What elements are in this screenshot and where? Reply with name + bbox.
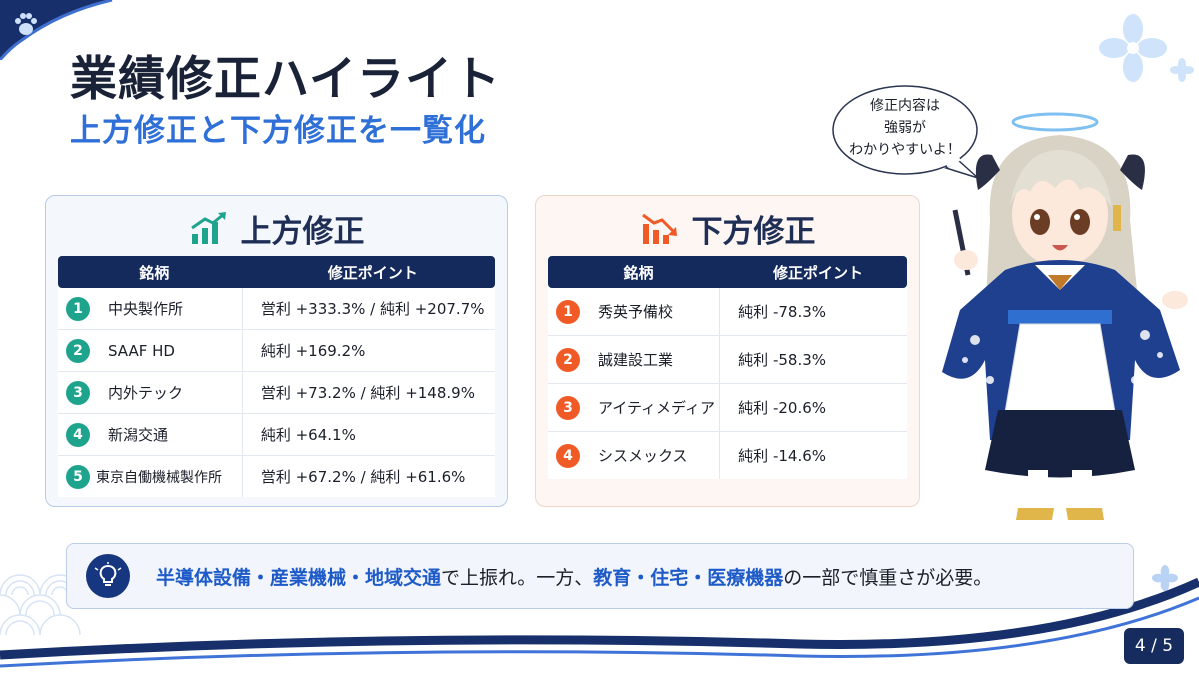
table-row: 2 SAAF HD 純利 +169.2% xyxy=(58,330,495,372)
stock-name: アイティメディア xyxy=(598,399,716,417)
rank-badge: 4 xyxy=(556,443,580,468)
upward-table-header: 銘柄 修正ポイント xyxy=(58,256,495,288)
bottom-wave-decoration xyxy=(0,577,1199,675)
stock-name-cell: 5 東京自働機械製作所 xyxy=(58,456,243,497)
stock-name: 内外テック xyxy=(108,384,184,402)
rank-badge: 2 xyxy=(556,347,580,372)
stock-name-cell: 1 秀英予備校 xyxy=(548,288,721,335)
page-indicator: 4 / 5 xyxy=(1124,628,1184,664)
downward-panel-header: 下方修正 xyxy=(536,204,919,252)
revision-point: 営利 +73.2% / 純利 +148.9% xyxy=(260,384,475,402)
stock-name-cell: 4 シスメックス xyxy=(548,432,721,479)
downward-heading: 下方修正 xyxy=(691,213,816,250)
paw-icon xyxy=(15,13,37,35)
revision-point: 純利 -14.6% xyxy=(738,447,827,465)
rank-badge: 1 xyxy=(66,296,90,321)
downward-table-header: 銘柄 修正ポイント xyxy=(548,256,907,288)
upward-panel-header: 上方修正 xyxy=(46,204,507,252)
lightbulb-icon xyxy=(86,554,130,598)
page-subtitle: 上方修正と下方修正を一覧化 xyxy=(70,113,486,149)
column-header-point: 修正ポイント xyxy=(772,263,863,282)
table-row: 2 誠建設工業 純利 -58.3% xyxy=(548,336,907,384)
highlight-upward-sectors: 半導体設備・産業機械・地域交通 xyxy=(156,566,442,589)
rank-badge: 4 xyxy=(66,422,90,447)
table-row: 4 新潟交通 純利 +64.1% xyxy=(58,414,495,456)
column-header-point: 修正ポイント xyxy=(327,263,418,282)
rank-badge: 1 xyxy=(556,299,580,324)
column-header-name: 銘柄 xyxy=(623,263,654,282)
upward-table: 銘柄 修正ポイント 1 中央製作所 営利 +333.3% / 純利 +207.7% 2… xyxy=(58,256,495,497)
stock-name: 中央製作所 xyxy=(108,300,184,318)
bubble-line: わかりやすいよ！ xyxy=(849,142,961,158)
table-row: 5 東京自働機械製作所 営利 +67.2% / 純利 +61.6% xyxy=(58,456,495,497)
stock-name-cell: 4 新潟交通 xyxy=(58,414,243,455)
speech-bubble xyxy=(832,85,979,179)
summary-text: 半導体設備・産業機械・地域交通で上振れ。一方、教育・住宅・医療機器の一部で慎重さ… xyxy=(156,563,992,590)
upward-heading: 上方修正 xyxy=(240,213,365,250)
downward-table: 銘柄 修正ポイント 1 秀英予備校 純利 -78.3% 2 誠建設工業 純利 -58.3%… xyxy=(548,256,907,479)
bubble-line: 修正内容は xyxy=(870,98,940,114)
table-row: 4 シスメックス 純利 -14.6% xyxy=(548,432,907,479)
revision-point: 純利 -78.3% xyxy=(738,303,827,321)
stock-name: シスメックス xyxy=(598,447,688,465)
flower-icon xyxy=(1099,14,1167,82)
summary-note: 半導体設備・産業機械・地域交通で上振れ。一方、教育・住宅・医療機器の一部で慎重さ… xyxy=(66,543,1134,609)
stock-name-cell: 3 内外テック xyxy=(58,372,243,413)
revision-point: 純利 -20.6% xyxy=(738,399,827,417)
stock-name-cell: 2 SAAF HD xyxy=(58,330,243,371)
flower-icon xyxy=(1152,565,1178,591)
summary-text-part: の一部で慎重さが必要。 xyxy=(783,566,993,589)
mascot-illustration xyxy=(942,112,1188,520)
page-title: 業績修正ハイライト xyxy=(70,52,502,107)
stock-name: 東京自働機械製作所 xyxy=(96,469,222,486)
table-row: 1 中央製作所 営利 +333.3% / 純利 +207.7% xyxy=(58,288,495,330)
chart-down-icon xyxy=(641,213,677,244)
table-row: 1 秀英予備校 純利 -78.3% xyxy=(548,288,907,336)
highlight-downward-sectors: 教育・住宅・医療機器 xyxy=(593,566,784,589)
upward-revision-panel: 上方修正 銘柄 修正ポイント 1 中央製作所 営利 +333.3% / 純利 +20… xyxy=(45,195,508,507)
stock-name-cell: 1 中央製作所 xyxy=(58,288,243,329)
chart-up-icon xyxy=(190,212,226,244)
stock-name: SAAF HD xyxy=(108,341,175,360)
revision-point: 純利 +64.1% xyxy=(260,426,356,444)
stock-name: 新潟交通 xyxy=(108,426,169,444)
stock-name-cell: 2 誠建設工業 xyxy=(548,336,721,383)
table-row: 3 アイティメディア 純利 -20.6% xyxy=(548,384,907,432)
rank-badge: 3 xyxy=(556,395,580,420)
rank-badge: 5 xyxy=(66,464,90,489)
table-row: 3 内外テック 営利 +73.2% / 純利 +148.9% xyxy=(58,372,495,414)
bubble-line: 強弱が xyxy=(884,120,926,136)
stock-name: 誠建設工業 xyxy=(598,351,674,369)
revision-point: 営利 +333.3% / 純利 +207.7% xyxy=(260,300,485,318)
rank-badge: 3 xyxy=(66,380,90,405)
rank-badge: 2 xyxy=(66,338,90,363)
flower-icon xyxy=(1170,58,1194,82)
revision-point: 純利 -58.3% xyxy=(738,351,827,369)
speech-bubble-text: 修正内容は 強弱が わかりやすいよ！ xyxy=(830,95,980,161)
stock-name: 秀英予備校 xyxy=(598,303,674,321)
stock-name-cell: 3 アイティメディア xyxy=(548,384,721,431)
summary-text-part: で上振れ。一方、 xyxy=(441,566,594,589)
column-header-name: 銘柄 xyxy=(139,263,170,282)
revision-point: 純利 +169.2% xyxy=(260,342,366,360)
revision-point: 営利 +67.2% / 純利 +61.6% xyxy=(260,468,466,486)
downward-revision-panel: 下方修正 銘柄 修正ポイント 1 秀英予備校 純利 -78.3% 2 誠建設工業 純利 -… xyxy=(535,195,920,507)
